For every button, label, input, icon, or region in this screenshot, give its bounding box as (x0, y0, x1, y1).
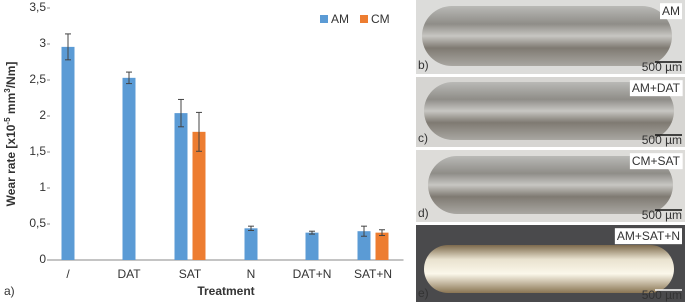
y-tick-label: 1,5 (29, 144, 46, 158)
bar (357, 231, 371, 260)
micrographs (416, 0, 685, 302)
bar (305, 232, 319, 260)
legend-swatch (320, 15, 328, 23)
x-tick-label: SAT (179, 267, 202, 281)
panel-label: a) (4, 284, 15, 298)
micrograph-label: AM+DAT (632, 81, 681, 95)
y-axis-label-part: 3 (3, 88, 12, 93)
legend-label: AM (331, 12, 349, 26)
y-tick-label: 1 (39, 180, 46, 194)
y-axis-label-part: Wear rate [x10 (4, 124, 18, 206)
y-tick-label: 2 (39, 108, 46, 122)
micrograph-panel-label: e) (418, 286, 429, 300)
bar (244, 228, 258, 260)
scale-label: 500 µm (642, 60, 682, 74)
bar (61, 46, 75, 260)
micrograph-label: CM+SAT (632, 154, 681, 168)
y-axis-label-part: -5 (3, 117, 12, 125)
y-tick-label: 2,5 (29, 72, 46, 86)
y-tick-label: 0,5 (29, 216, 46, 230)
x-tick-label: DAT+N (293, 267, 332, 281)
y-axis-label-part: mm (4, 93, 18, 118)
y-tick-label: 0 (39, 252, 46, 266)
y-tick-label: 3,5 (29, 0, 46, 14)
micrograph-panel-label: b) (418, 58, 429, 72)
micrograph-label-bg (660, 3, 683, 20)
micrograph-label-bg (629, 80, 683, 97)
legend-swatch (360, 15, 368, 23)
scale-label: 500 µm (642, 133, 682, 147)
x-axis-label: Treatment (197, 284, 254, 298)
legend-label: CM (371, 12, 390, 26)
bar (375, 232, 389, 260)
micrograph-panel-label: c) (418, 131, 428, 145)
wear-track (422, 6, 672, 66)
bar (192, 131, 206, 260)
x-tick-label: N (247, 267, 256, 281)
micrograph-label: AM (662, 4, 680, 18)
x-tick-label: / (66, 267, 70, 281)
micrograph-label: AM+SAT+N (617, 229, 680, 243)
y-axis-label: Wear rate [x10-5 mm3/Nm] (3, 62, 19, 207)
bar (174, 113, 188, 261)
micrograph-label-bg (614, 228, 682, 245)
wear-track (424, 245, 674, 293)
x-tick-label: SAT+N (354, 267, 392, 281)
wear-track (424, 82, 674, 140)
wear-track (428, 156, 673, 214)
y-tick-label: 3 (39, 36, 46, 50)
micrograph-label-bg (629, 153, 683, 170)
y-axis-label-part: /Nm] (4, 62, 18, 89)
bar (122, 77, 136, 260)
scale-label: 500 µm (642, 288, 682, 302)
x-tick-label: DAT (117, 267, 141, 281)
micrograph-panel-label: d) (418, 206, 429, 220)
scale-label: 500 µm (642, 208, 682, 222)
